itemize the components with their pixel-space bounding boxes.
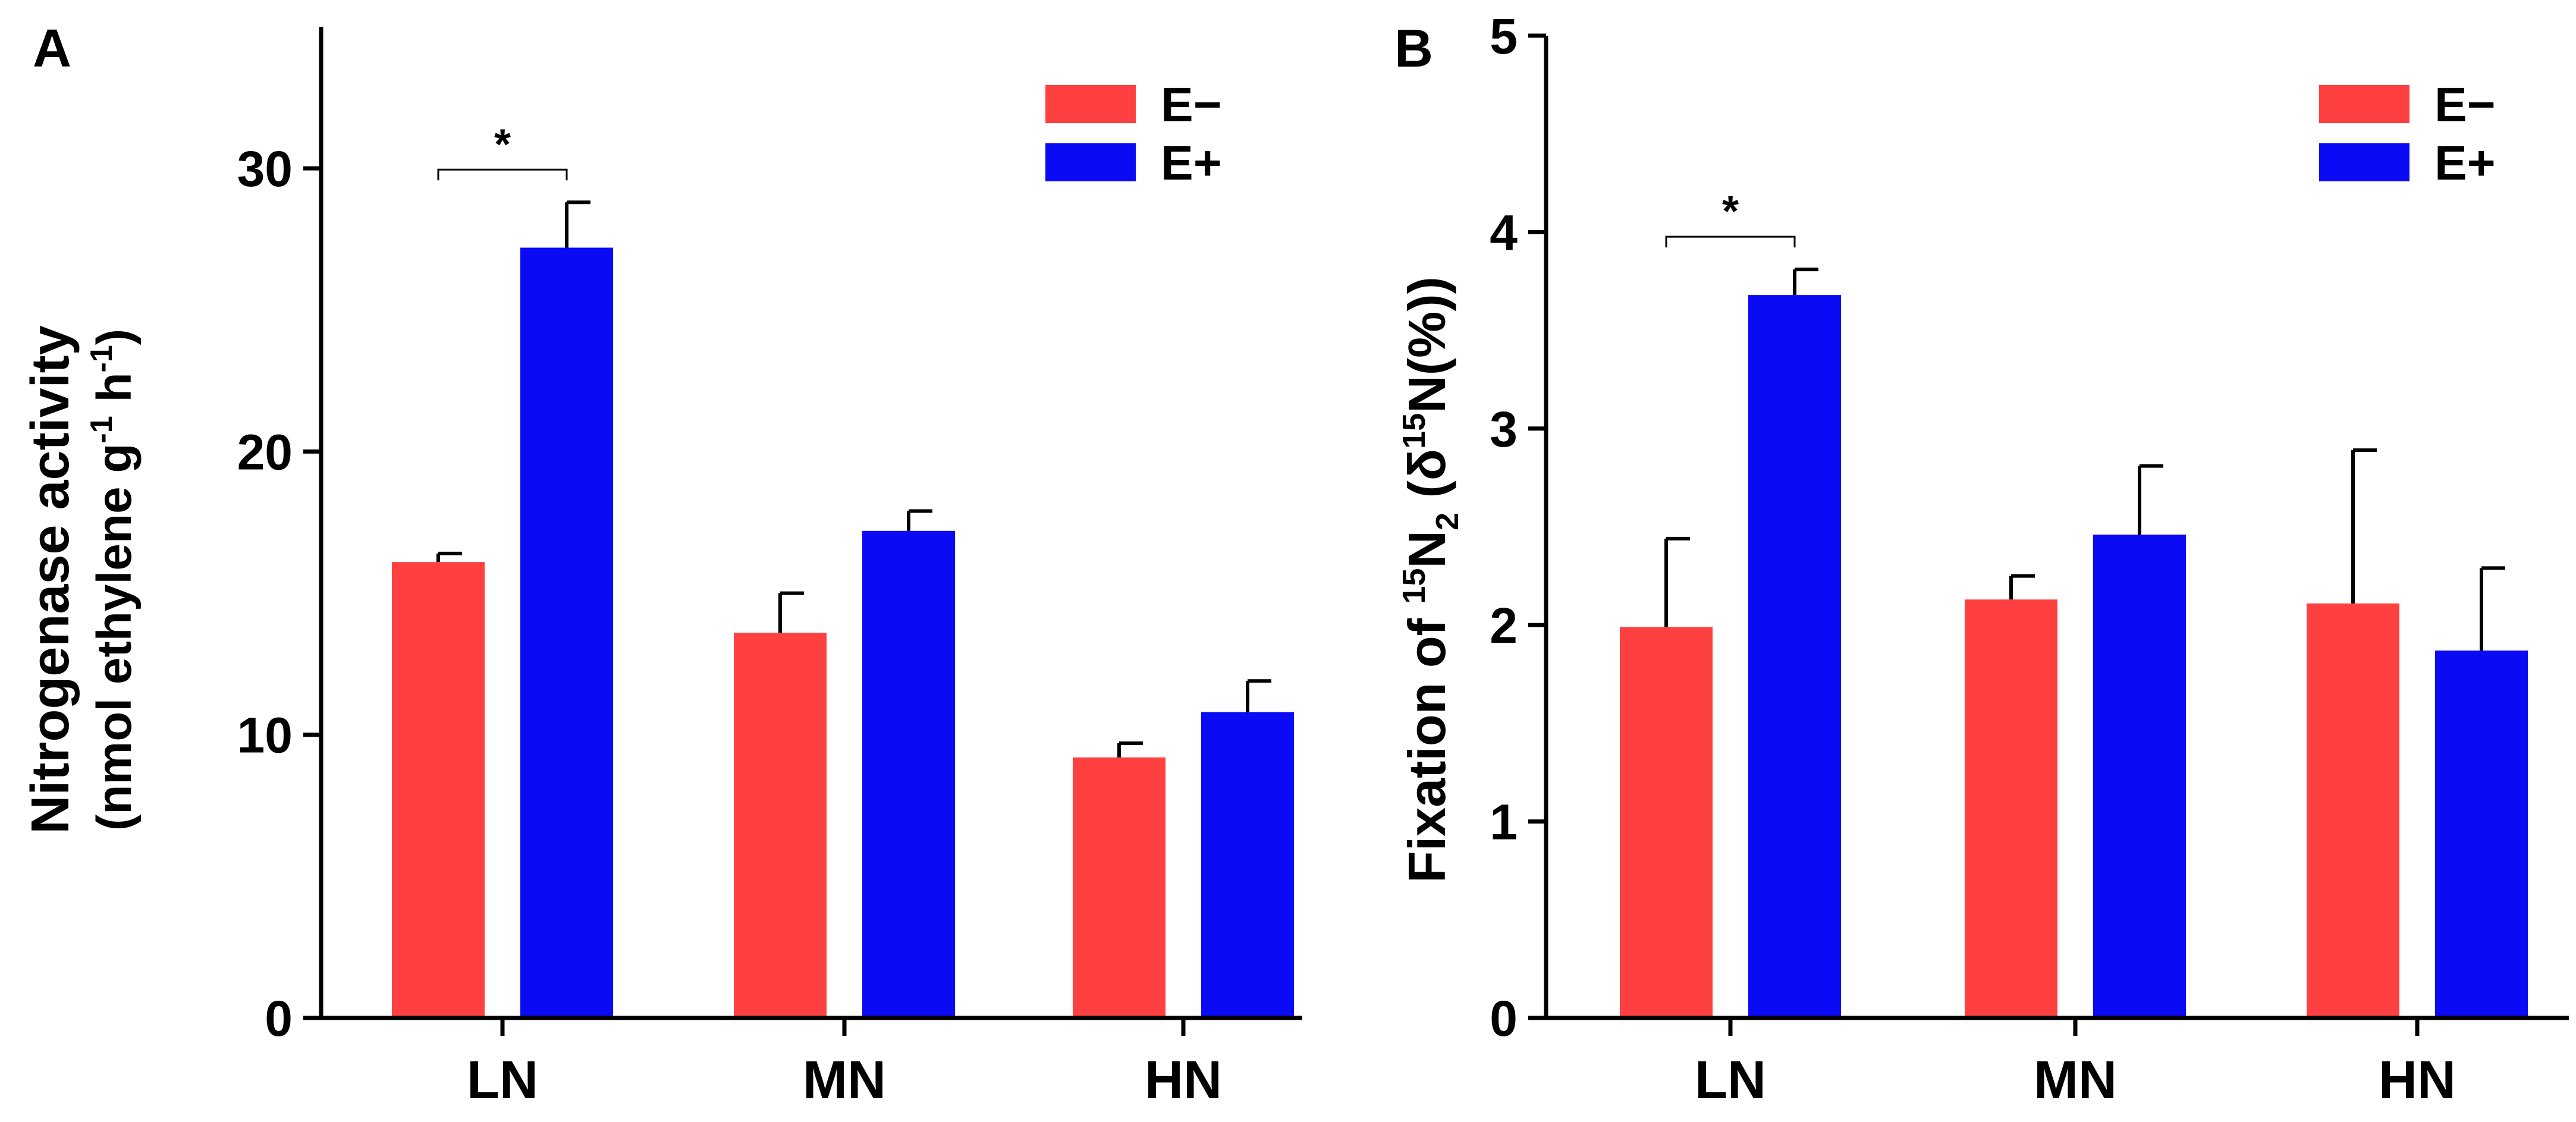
x-tick-label: HN <box>1145 1051 1222 1110</box>
panel-label: A <box>33 19 71 78</box>
bar-hn-e-minus <box>2307 603 2399 1018</box>
bar-ln-e-minus <box>1620 627 1713 1018</box>
x-tick-label: LN <box>1695 1051 1766 1110</box>
panel-b: B Fixation of 15N2 (δ15N(%)) 0 1 2 3 4 5 LN MN H… <box>1394 8 2569 1110</box>
y-axis-title-text: Fixation of 15N2 (δ15N(%)) <box>1396 276 1465 883</box>
significance-bracket <box>437 168 568 181</box>
y-tick-label: 30 <box>237 141 293 197</box>
legend-label: E+ <box>1161 136 1222 190</box>
legend-swatch <box>2319 85 2409 123</box>
y-tick-label: 4 <box>1490 205 1518 260</box>
bar-mn-e-plus <box>862 530 955 1018</box>
y-tick-label: 0 <box>265 991 293 1046</box>
bar-hn-e-minus <box>1073 757 1166 1018</box>
y-tick-label: 1 <box>1490 794 1518 850</box>
y-tick-label: 3 <box>1490 401 1518 457</box>
x-tick-label: MN <box>2034 1051 2117 1110</box>
legend-swatch <box>2319 143 2409 181</box>
x-tick-label: MN <box>803 1051 886 1110</box>
panel-label: B <box>1394 19 1433 78</box>
legend-label: E− <box>2434 78 2496 132</box>
y-axis-title: Nitrogenase activity (nmol ethylene g-1 … <box>21 325 142 834</box>
y-tick-label: 20 <box>237 424 293 480</box>
y-tick-label: 10 <box>237 708 293 763</box>
bar-ln-e-plus <box>1748 295 1841 1019</box>
bar-mn-e-minus <box>734 633 827 1018</box>
legend-swatch <box>1045 143 1136 181</box>
legend-label: E+ <box>2434 136 2496 190</box>
panel-a: A Nitrogenase activity (nmol ethylene g-… <box>21 19 1302 1110</box>
bar-mn-e-plus <box>2093 535 2186 1018</box>
bar-hn-e-plus <box>1201 712 1294 1018</box>
y-axis-title-line2: (nmol ethylene g-1 h-1) <box>84 329 142 831</box>
plot-area: 0 10 20 30 LN MN HN * E−E+ <box>237 27 1302 1110</box>
significance-bracket <box>1665 235 1796 248</box>
significance-marker: * <box>1722 188 1739 235</box>
plot-area: 0 1 2 3 4 5 LN MN HN * E−E+ <box>1490 8 2569 1110</box>
x-tick-label: HN <box>2379 1051 2456 1110</box>
y-axis-title-line1: Nitrogenase activity <box>21 325 80 834</box>
significance-marker: * <box>494 121 511 168</box>
x-tick-label: LN <box>467 1051 538 1110</box>
y-axis-title: Fixation of 15N2 (δ15N(%)) <box>1396 276 1465 883</box>
bar-hn-e-plus <box>2435 650 2528 1018</box>
y-tick-label: 0 <box>1490 991 1518 1046</box>
y-tick-label: 2 <box>1490 598 1518 653</box>
legend-swatch <box>1045 85 1136 123</box>
y-tick-label: 5 <box>1490 8 1518 64</box>
bar-ln-e-plus <box>520 247 613 1018</box>
bar-ln-e-minus <box>392 562 485 1018</box>
bar-mn-e-minus <box>1965 599 2057 1018</box>
legend-label: E− <box>1161 78 1222 132</box>
